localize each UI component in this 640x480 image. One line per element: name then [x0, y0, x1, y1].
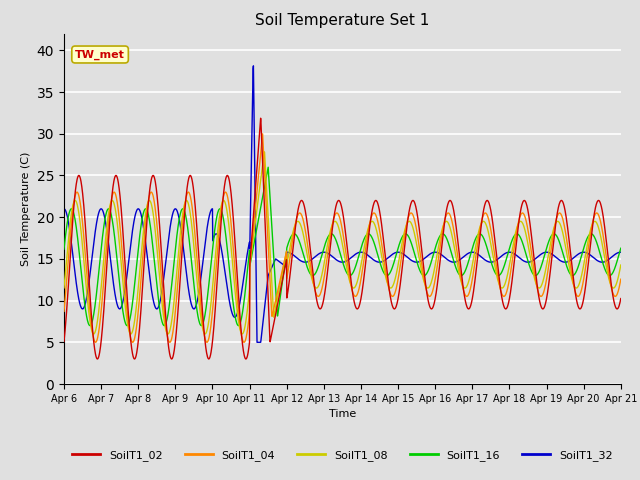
X-axis label: Time: Time	[329, 409, 356, 419]
SoilT1_32	[617, 249, 625, 255]
SoilT1_02	[60, 338, 68, 344]
Line: SoilT1_32: SoilT1_32	[64, 66, 621, 342]
SoilT1_02	[242, 356, 250, 362]
SoilT1_04	[203, 339, 211, 345]
SoilT1_32	[253, 339, 261, 345]
SoilT1_16	[617, 245, 625, 251]
SoilT1_04	[602, 247, 609, 252]
SoilT1_02	[601, 227, 609, 232]
SoilT1_08	[317, 277, 324, 283]
SoilT1_08	[60, 285, 68, 291]
SoilT1_02	[602, 228, 609, 234]
SoilT1_32	[602, 259, 609, 264]
SoilT1_16	[88, 318, 96, 324]
SoilT1_04	[317, 290, 324, 296]
Line: SoilT1_16: SoilT1_16	[64, 167, 621, 325]
SoilT1_04	[332, 212, 339, 217]
SoilT1_04	[88, 329, 96, 335]
SoilT1_16	[198, 323, 205, 328]
SoilT1_16	[60, 246, 68, 252]
SoilT1_16	[264, 164, 272, 170]
SoilT1_02	[499, 300, 507, 306]
SoilT1_08	[601, 256, 609, 262]
SoilT1_02	[617, 296, 625, 301]
SoilT1_32	[317, 250, 324, 256]
SoilT1_32	[60, 206, 68, 212]
SoilT1_02	[332, 206, 339, 212]
SoilT1_32	[601, 259, 609, 264]
SoilT1_32	[332, 256, 339, 262]
SoilT1_04	[259, 131, 266, 137]
SoilT1_04	[601, 245, 609, 251]
SoilT1_02	[257, 115, 264, 121]
SoilT1_08	[499, 285, 507, 290]
Title: Soil Temperature Set 1: Soil Temperature Set 1	[255, 13, 429, 28]
SoilT1_08	[617, 262, 625, 268]
SoilT1_08	[602, 258, 609, 264]
SoilT1_08	[127, 331, 134, 337]
Line: SoilT1_02: SoilT1_02	[64, 118, 621, 359]
SoilT1_32	[499, 252, 507, 258]
SoilT1_16	[317, 257, 324, 263]
SoilT1_08	[332, 218, 339, 224]
Legend: SoilT1_02, SoilT1_04, SoilT1_08, SoilT1_16, SoilT1_32: SoilT1_02, SoilT1_04, SoilT1_08, SoilT1_…	[68, 445, 617, 466]
SoilT1_08	[88, 329, 96, 335]
Line: SoilT1_04: SoilT1_04	[64, 134, 621, 342]
SoilT1_32	[250, 63, 257, 69]
Text: TW_met: TW_met	[75, 49, 125, 60]
SoilT1_02	[88, 325, 96, 331]
SoilT1_04	[499, 293, 507, 299]
SoilT1_16	[602, 267, 609, 273]
SoilT1_32	[88, 251, 96, 257]
Line: SoilT1_08: SoilT1_08	[64, 152, 621, 334]
SoilT1_02	[317, 306, 324, 312]
SoilT1_16	[332, 236, 339, 241]
SoilT1_16	[499, 266, 507, 272]
SoilT1_04	[60, 309, 68, 314]
SoilT1_08	[260, 149, 268, 155]
SoilT1_04	[617, 276, 625, 282]
Y-axis label: Soil Temperature (C): Soil Temperature (C)	[21, 152, 31, 266]
SoilT1_16	[601, 266, 609, 272]
